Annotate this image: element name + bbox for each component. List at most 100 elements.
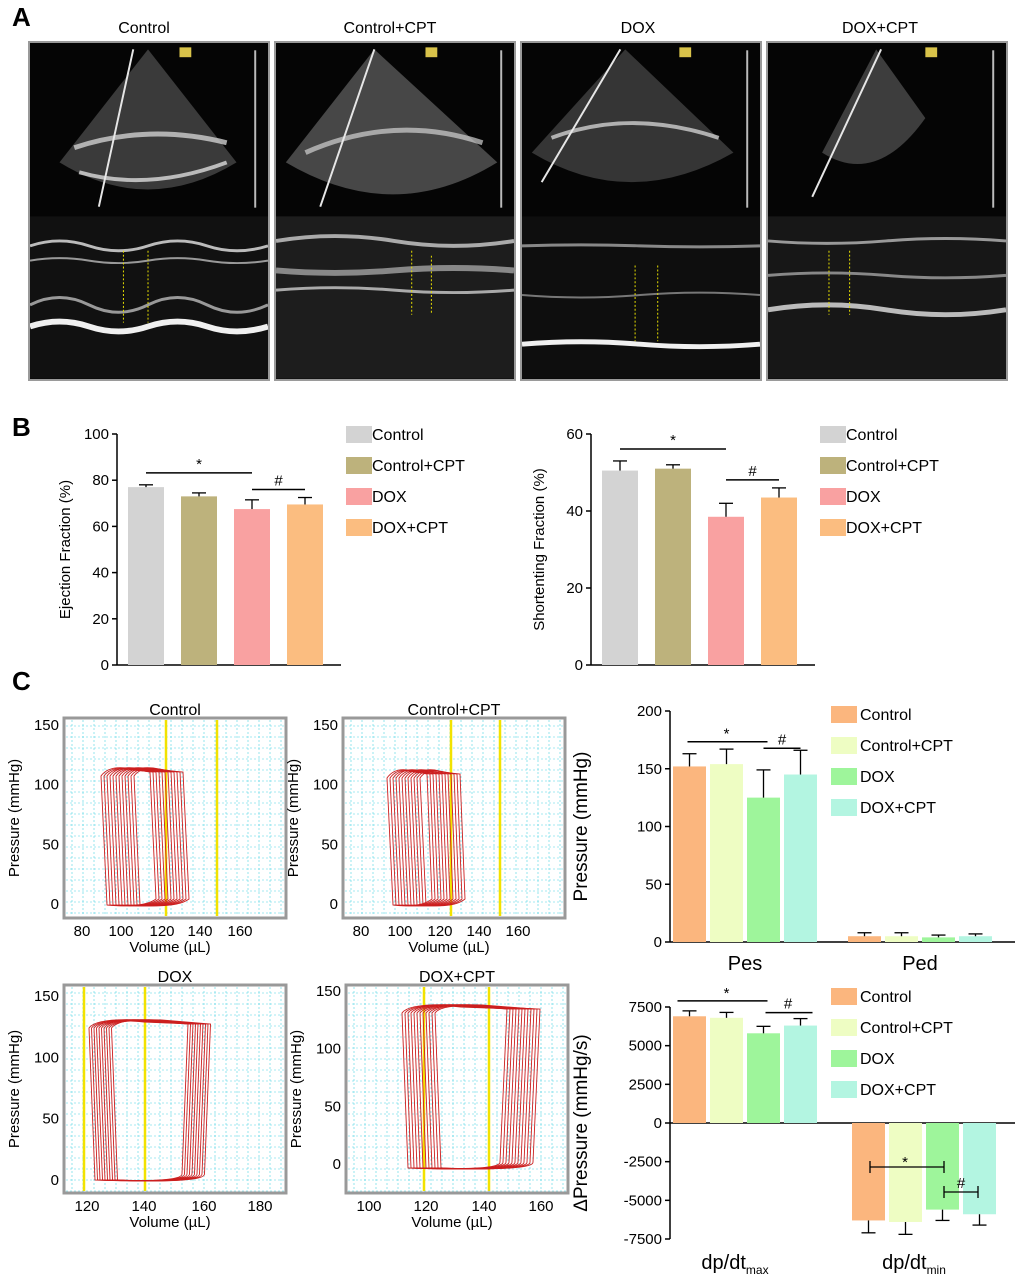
- y-axis-label: Pressure (mmHg): [6, 759, 23, 877]
- bar-dox: [922, 937, 955, 942]
- legend-label: Control: [372, 427, 424, 444]
- y-tick-label: 50: [42, 836, 59, 853]
- y-tick-label: 60: [92, 518, 109, 535]
- x-category-label: Ped: [902, 953, 938, 975]
- x-axis-label: Volume (µL): [411, 1214, 492, 1231]
- legend-swatch: [820, 457, 846, 474]
- echo-image-dox-cpt: [766, 41, 1008, 381]
- legend-swatch: [820, 519, 846, 536]
- echo-2d-view: [285, 47, 503, 208]
- echo-title-control-cpt: Control+CPT: [343, 20, 437, 37]
- y-tick-label: 100: [84, 426, 109, 443]
- legend-swatch: [831, 988, 857, 1005]
- pv-loop-title: Control: [149, 702, 201, 719]
- pv-loop-title: Control+CPT: [408, 702, 501, 719]
- y-axis-label: Ejection Fraction (%): [57, 480, 74, 619]
- legend-label: DOX+CPT: [372, 520, 448, 537]
- pv-loop-title: DOX+CPT: [419, 969, 495, 986]
- bar-dox: [747, 1033, 780, 1123]
- y-tick-label: 100: [637, 819, 662, 836]
- significance-hash: #: [274, 473, 283, 490]
- y-tick-label: 40: [566, 503, 583, 520]
- y-tick-label: 200: [637, 703, 662, 720]
- significance-hash: #: [784, 996, 793, 1013]
- y-axis-label: ΔPressure (mmHg/s): [571, 1034, 592, 1211]
- x-axis-label: Volume (µL): [129, 1214, 210, 1231]
- echo-mmode-view: [276, 216, 514, 379]
- significance-star: *: [724, 726, 730, 743]
- y-tick-label: 50: [321, 836, 338, 853]
- legend-label: DOX+CPT: [860, 1082, 936, 1099]
- pv-loop-frame: [62, 983, 288, 1195]
- pv-loop-trace: [434, 1005, 541, 1170]
- legend-swatch: [831, 1081, 857, 1098]
- y-tick-label: 20: [92, 611, 109, 628]
- pv-loop-frame: [341, 716, 567, 920]
- legend-label: Control: [860, 707, 912, 724]
- y-tick-label: 0: [575, 657, 583, 674]
- y-tick-label: 100: [34, 777, 59, 794]
- y-axis-label: Pressure (mmHg): [285, 759, 302, 877]
- echo-2d-view: [531, 47, 749, 208]
- legend-swatch: [831, 768, 857, 785]
- y-axis-label: Shortenting Fraction (%): [531, 468, 548, 631]
- y-tick-label: 150: [34, 717, 59, 734]
- bar-control-cpt: [181, 496, 217, 665]
- x-tick-label: 120: [149, 923, 174, 940]
- legend-label: Control: [846, 427, 898, 444]
- x-category-label: Pes: [728, 953, 762, 975]
- bar-control-cpt: [889, 1123, 922, 1222]
- y-tick-label: 150: [637, 761, 662, 778]
- legend-swatch: [346, 426, 372, 443]
- significance-star: *: [724, 985, 730, 1002]
- x-axis-label: Volume (µL): [408, 939, 489, 956]
- bar-dox-cpt: [784, 774, 817, 942]
- pv-loop-frame: [62, 716, 288, 920]
- echo-image-control-cpt: [274, 41, 516, 381]
- echo-title-dox-cpt: DOX+CPT: [841, 20, 918, 37]
- legend-label: DOX+CPT: [860, 800, 936, 817]
- y-tick-label: 0: [101, 657, 109, 674]
- legend-swatch: [346, 457, 372, 474]
- bar-control-cpt: [655, 468, 691, 665]
- panel-label-a: A: [12, 2, 31, 32]
- y-tick-label: 0: [333, 1156, 341, 1173]
- x-tick-label: 120: [413, 1198, 438, 1215]
- y-tick-label: -7500: [624, 1231, 662, 1248]
- x-tick-label: 160: [191, 1198, 216, 1215]
- bar-control: [852, 1123, 885, 1221]
- x-tick-label: 160: [505, 923, 530, 940]
- x-tick-label: 140: [471, 1198, 496, 1215]
- significance-hash: #: [957, 1175, 966, 1192]
- legend-swatch: [831, 706, 857, 723]
- echo-mmode-view: [768, 216, 1006, 379]
- echo-image-dox: [520, 41, 762, 381]
- x-tick-label: 100: [108, 923, 133, 940]
- bar-control-cpt: [710, 1017, 743, 1123]
- x-category-label: dp/dtmax: [701, 1252, 768, 1277]
- legend-swatch: [831, 1019, 857, 1036]
- legend-label: Control+CPT: [860, 1020, 953, 1037]
- y-tick-label: 50: [42, 1111, 59, 1128]
- significance-star: *: [196, 456, 202, 473]
- pv-loop-frame: [344, 983, 570, 1195]
- pv-loop-title: DOX: [158, 969, 193, 986]
- bar-dox-cpt: [959, 936, 992, 942]
- legend-label: DOX: [846, 489, 881, 506]
- y-tick-label: 0: [51, 896, 59, 913]
- y-tick-label: 50: [645, 876, 662, 893]
- echo-2d-view: [811, 47, 995, 208]
- legend-label: DOX: [860, 769, 895, 786]
- legend-label: Control: [860, 989, 912, 1006]
- echo-2d-view: [59, 47, 257, 208]
- bar-dox-cpt: [287, 504, 323, 665]
- legend-swatch: [820, 426, 846, 443]
- y-tick-label: 40: [92, 565, 109, 582]
- bar-dox: [747, 797, 780, 942]
- y-tick-label: 150: [316, 983, 341, 1000]
- bar-control: [848, 936, 881, 942]
- significance-star: *: [902, 1154, 908, 1171]
- y-tick-label: 0: [330, 896, 338, 913]
- y-axis-label: Pressure (mmHg): [6, 1030, 23, 1148]
